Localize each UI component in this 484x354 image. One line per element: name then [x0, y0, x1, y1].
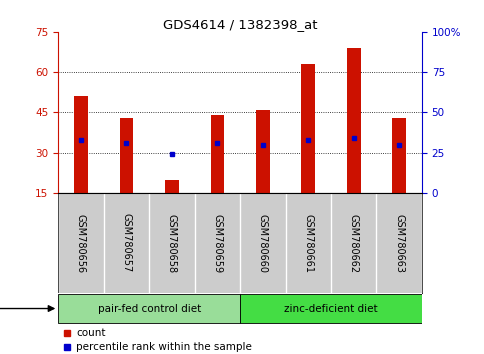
Bar: [346, 48, 360, 193]
Text: GSM780660: GSM780660: [257, 213, 267, 273]
Bar: [74, 96, 88, 193]
Text: count: count: [76, 329, 106, 338]
Text: GSM780662: GSM780662: [348, 213, 358, 273]
Text: GSM780657: GSM780657: [121, 213, 131, 273]
Text: GSM780656: GSM780656: [76, 213, 86, 273]
Text: GSM780659: GSM780659: [212, 213, 222, 273]
Text: GSM780663: GSM780663: [393, 213, 403, 273]
Text: percentile rank within the sample: percentile rank within the sample: [76, 342, 252, 352]
Bar: [58, 294, 240, 323]
Bar: [210, 115, 224, 193]
Text: pair-fed control diet: pair-fed control diet: [97, 303, 200, 314]
Text: GSM780661: GSM780661: [302, 213, 313, 273]
Bar: [165, 179, 178, 193]
Title: GDS4614 / 1382398_at: GDS4614 / 1382398_at: [163, 18, 317, 31]
Bar: [240, 294, 421, 323]
Bar: [301, 64, 315, 193]
Bar: [120, 118, 133, 193]
Bar: [256, 110, 269, 193]
Text: GSM780658: GSM780658: [166, 213, 177, 273]
Text: growth protocol: growth protocol: [0, 303, 54, 314]
Text: zinc-deficient diet: zinc-deficient diet: [284, 303, 377, 314]
Bar: [392, 118, 405, 193]
